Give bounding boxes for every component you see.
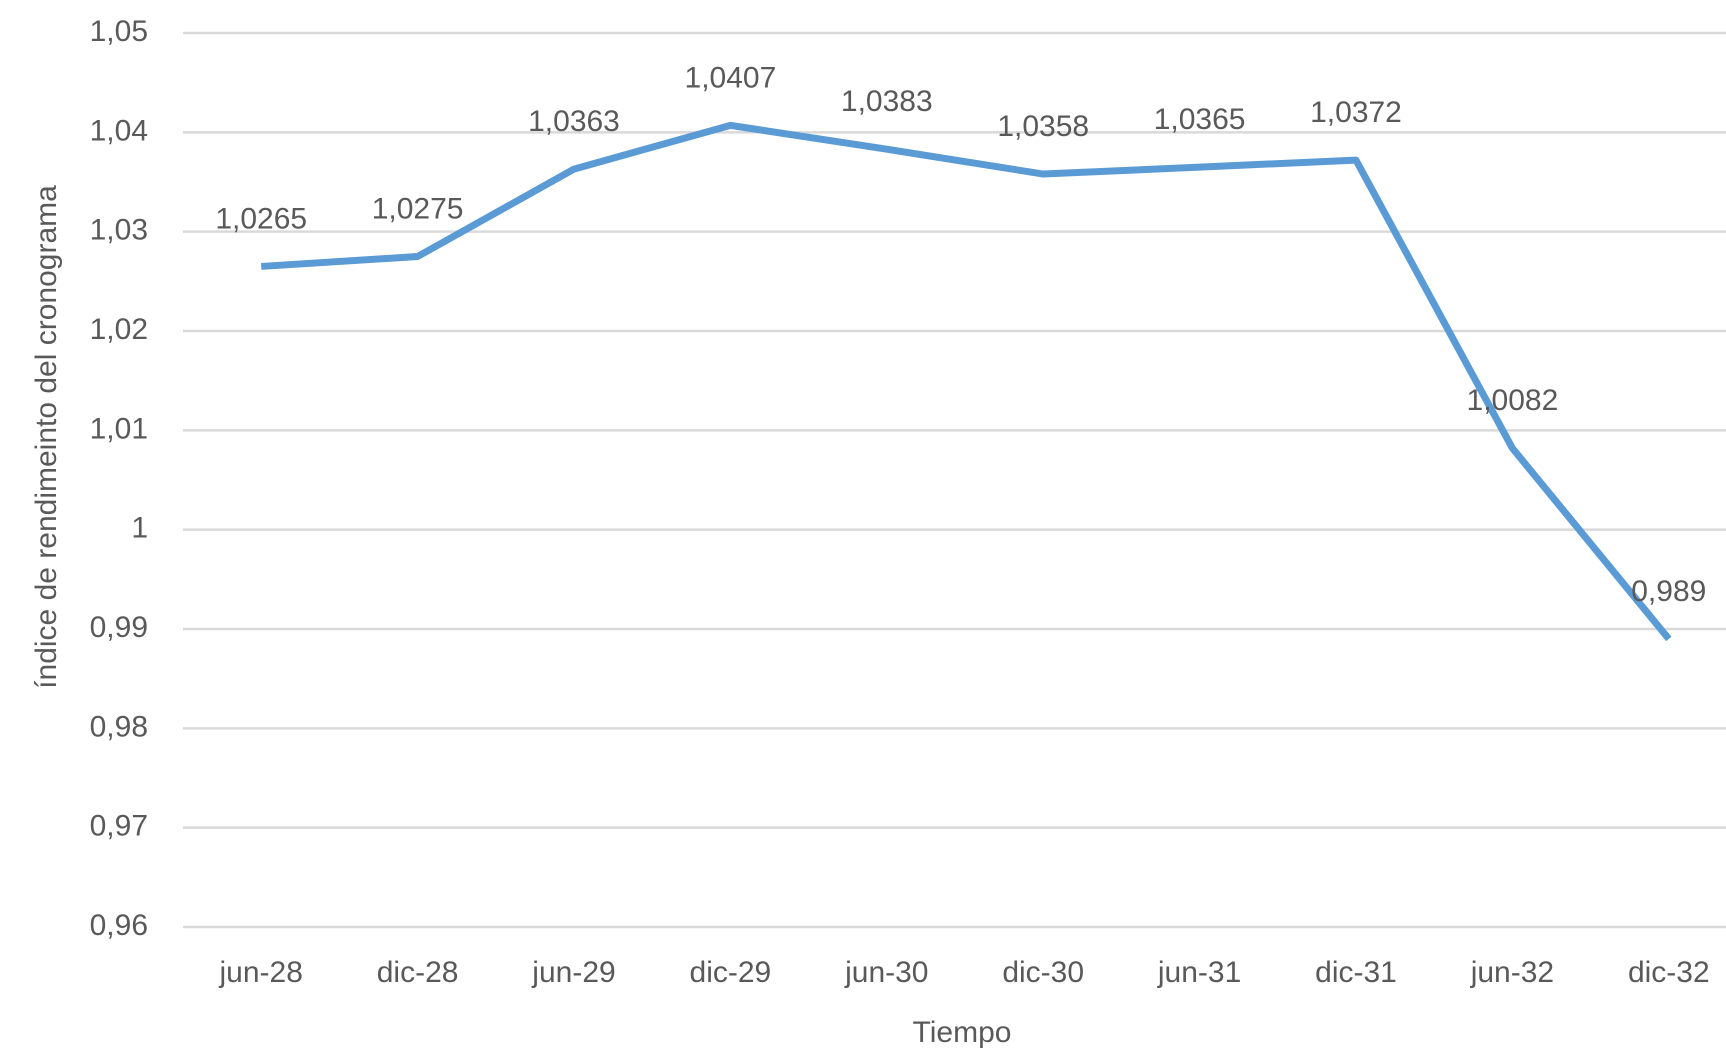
data-label: 1,0372 — [1310, 96, 1402, 129]
data-label: 1,0358 — [997, 110, 1089, 143]
x-tick-label: jun-31 — [1157, 956, 1241, 989]
data-label: 1,0407 — [685, 61, 777, 94]
x-tick-label: jun-32 — [1470, 956, 1554, 989]
y-tick-label: 1,02 — [90, 313, 148, 346]
data-line — [260, 121, 1672, 642]
x-tick-label: dic-28 — [377, 956, 459, 989]
y-tick-label: 1,04 — [90, 114, 148, 147]
data-label: 1,0383 — [841, 85, 933, 118]
x-tick-label: jun-29 — [531, 956, 615, 989]
y-tick-label: 1,05 — [90, 15, 148, 48]
x-tick-label: dic-31 — [1315, 956, 1397, 989]
x-tick-label: dic-29 — [690, 956, 772, 989]
y-tick-label: 1,03 — [90, 214, 148, 247]
x-tick-label: dic-30 — [1002, 956, 1084, 989]
y-tick-label: 0,98 — [90, 710, 148, 743]
x-tick-label: jun-30 — [844, 956, 928, 989]
data-label: 1,0275 — [372, 192, 464, 225]
data-label: 1,0265 — [215, 202, 307, 235]
x-tick-label: jun-28 — [218, 956, 302, 989]
y-tick-label: 1,01 — [90, 412, 148, 445]
data-label: 1,0082 — [1467, 384, 1559, 417]
x-tick-label: dic-32 — [1628, 956, 1710, 989]
y-tick-label: 0,96 — [90, 909, 148, 942]
y-tick-label: 0,99 — [90, 611, 148, 644]
data-label: 1,0365 — [1154, 103, 1246, 136]
y-tick-label: 0,97 — [90, 810, 148, 843]
y-tick-label: 1 — [131, 512, 148, 545]
data-label: 0,989 — [1631, 575, 1706, 608]
data-label: 1,0363 — [528, 105, 620, 138]
y-axis-title: índice de rendimeinto del cronograma — [30, 185, 63, 689]
x-axis-title: Tiempo — [913, 1016, 1012, 1049]
